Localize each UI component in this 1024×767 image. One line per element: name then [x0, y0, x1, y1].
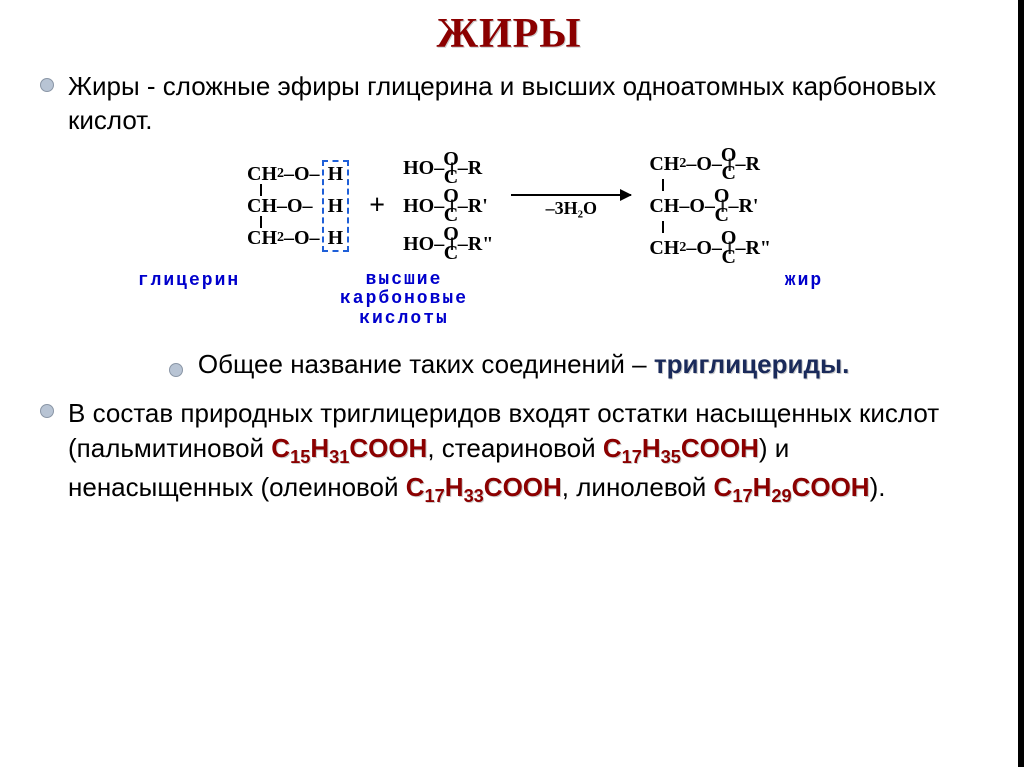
bullet-icon — [40, 78, 54, 92]
bullet-icon — [40, 404, 54, 418]
triglyceride-para: В состав природных триглицеридов входят … — [40, 396, 978, 509]
definition-text: Жиры - сложные эфиры глицерина и высших … — [68, 70, 978, 138]
formula-oleic: C17H33COOH — [406, 472, 562, 502]
reaction-arrow: –3H₂O — [511, 194, 631, 219]
slide-title: ЖИРЫ — [40, 10, 978, 58]
fatty-acids-structure: HO–O||C–R HO–O||C–R' HO–O||C–R" — [403, 154, 493, 259]
reaction-diagram: CH2–O– CH–O– CH2–O– H H H + HO–O||C–R HO… — [40, 150, 978, 263]
label-fat: жир — [704, 271, 904, 330]
common-name-block: Общее название таких соединений – тригли… — [100, 348, 918, 382]
bullet-icon — [169, 363, 183, 377]
definition-row: Жиры - сложные эфиры глицерина и высших … — [40, 70, 978, 138]
formula-palmitic: C15H31COOH — [271, 433, 427, 463]
formula-stearic: C17H35COOH — [603, 433, 759, 463]
formula-linoleic: C17H29COOH — [714, 472, 870, 502]
label-acids: высшие карбоновые кислоты — [304, 271, 504, 330]
label-glycerol: глицерин — [114, 271, 264, 330]
glycerol-structure: CH2–O– CH–O– CH2–O– — [247, 164, 320, 248]
leaving-water-box: H H H — [322, 160, 350, 252]
common-name-term: триглицериды. — [654, 349, 850, 379]
common-name-pre: Общее название таких соединений – — [198, 349, 654, 379]
plus-operator: + — [369, 190, 385, 222]
molecule-labels: глицерин высшие карбоновые кислоты жир — [40, 271, 978, 330]
fat-structure: CH2–O–O||C–R CH–O–O||C–R' CH2–O–O||C–R" — [649, 150, 771, 263]
